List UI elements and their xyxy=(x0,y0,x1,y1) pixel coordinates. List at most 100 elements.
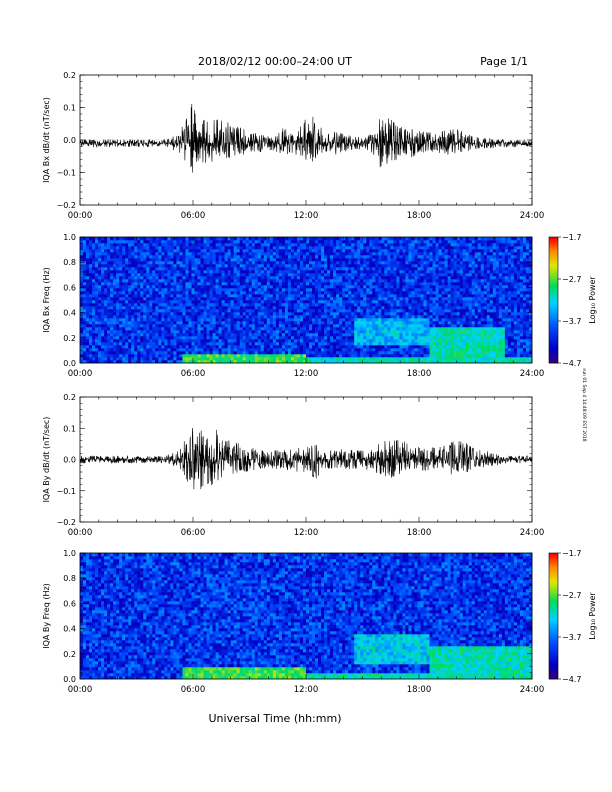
spectrogram-cell xyxy=(399,309,403,313)
spectrogram-cell xyxy=(251,339,256,343)
spectrogram-cell xyxy=(381,342,385,346)
spectrogram-cell xyxy=(387,345,391,349)
spectrogram-cell xyxy=(236,261,240,265)
spectrogram-cell xyxy=(224,351,228,355)
spectrogram-cell xyxy=(161,318,165,322)
spectrogram-cell xyxy=(333,309,337,313)
spectrogram-cell xyxy=(375,300,379,304)
spectrogram-cell xyxy=(354,258,358,262)
spectrogram-cell xyxy=(287,264,292,268)
spectrogram-cell xyxy=(131,333,135,337)
spectrogram-cell xyxy=(420,264,424,268)
spectrogram-cell xyxy=(357,237,361,241)
spectrogram-cell xyxy=(92,297,96,301)
spectrogram-cell xyxy=(369,360,373,364)
spectrogram-cell xyxy=(360,243,364,247)
spectrogram-cell xyxy=(245,360,250,364)
spectrogram-cell xyxy=(146,285,150,289)
spectrogram-cell xyxy=(408,315,412,319)
spectrogram-cell xyxy=(152,336,156,340)
spectrogram-cell xyxy=(357,264,361,268)
spectrogram-cell xyxy=(266,297,271,301)
spectrogram-cell xyxy=(140,240,144,244)
spectrogram-cell xyxy=(405,303,409,307)
spectrogram-cell xyxy=(372,252,376,256)
spectrogram-cell xyxy=(321,303,325,307)
spectrogram-cell xyxy=(306,243,310,247)
spectrogram-cell xyxy=(339,282,343,286)
spectrogram-cell xyxy=(170,354,174,358)
spectrogram-cell xyxy=(131,249,135,253)
spectrogram-cell xyxy=(215,291,219,295)
spectrogram-cell xyxy=(275,264,280,268)
spectrogram-cell xyxy=(420,279,424,283)
spectrogram-cell xyxy=(339,276,343,280)
spectrogram-cell xyxy=(137,315,141,319)
spectrogram-cell xyxy=(224,354,228,358)
spectrogram-cell xyxy=(357,285,361,289)
spectrogram-cell xyxy=(89,294,93,298)
spectrogram-cell xyxy=(393,279,397,283)
spectrogram-cell xyxy=(134,291,138,295)
spectrogram-cell xyxy=(182,255,186,259)
spectrogram-cell xyxy=(179,246,183,250)
spectrogram-cell xyxy=(324,249,328,253)
spectrogram-cell xyxy=(110,291,114,295)
spectrogram-cell xyxy=(92,294,96,298)
spectrogram-cell xyxy=(128,264,132,268)
spectrogram-cell xyxy=(312,264,316,268)
spectrogram-cell xyxy=(266,306,271,310)
spectrogram-cell xyxy=(330,357,334,361)
spectrogram-cell xyxy=(345,351,349,355)
spectrogram-cell xyxy=(173,315,177,319)
spectrogram-cell xyxy=(284,309,289,313)
page-indicator: Page 1/1 xyxy=(480,55,528,68)
spectrogram-cell xyxy=(131,285,135,289)
spectrogram-cell xyxy=(360,294,364,298)
spectrogram-cell xyxy=(354,327,358,331)
spectrogram-cell xyxy=(321,279,325,283)
spectrogram-cell xyxy=(423,315,427,319)
spectrogram-cell xyxy=(366,339,370,343)
spectrogram-cell xyxy=(402,294,406,298)
spectrogram-cell xyxy=(321,354,325,358)
spectrogram-cell xyxy=(80,291,84,295)
spectrogram-cell xyxy=(363,285,367,289)
spectrogram-cell xyxy=(284,348,289,352)
spectrogram-cell xyxy=(260,348,265,352)
spectrogram-cell xyxy=(333,258,337,262)
spectrogram-cell xyxy=(173,321,177,325)
spectrogram-cell xyxy=(260,333,265,337)
spectrogram-cell xyxy=(333,360,337,364)
spectrogram-cell xyxy=(185,330,189,334)
spectrogram-cell xyxy=(143,291,147,295)
spectrogram-cell xyxy=(399,279,403,283)
spectrogram-cell xyxy=(158,246,162,250)
spectrogram-cell xyxy=(260,285,265,289)
spectrogram-cell xyxy=(357,345,361,349)
spectrogram-cell xyxy=(312,246,316,250)
spectrogram-cell xyxy=(312,342,316,346)
spectrogram-cell xyxy=(137,342,141,346)
spectrogram-cell xyxy=(318,348,322,352)
spectrogram-cell xyxy=(321,294,325,298)
spectrogram-cell xyxy=(257,261,262,265)
spectrogram-cell xyxy=(155,357,159,361)
spectrogram-cell xyxy=(236,324,240,328)
spectrogram-cell xyxy=(366,309,370,313)
spectrogram-cell xyxy=(143,264,147,268)
spectrogram-cell xyxy=(287,342,292,346)
spectrogram-cell xyxy=(381,252,385,256)
spectrogram-cell xyxy=(122,315,126,319)
spectrogram-cell xyxy=(227,279,231,283)
spectrogram-cell xyxy=(321,351,325,355)
spectrogram-cell xyxy=(384,294,388,298)
spectrogram-cell xyxy=(414,333,418,337)
spectrogram-cell xyxy=(83,315,87,319)
spectrogram-cell xyxy=(312,237,316,241)
spectrogram-cell xyxy=(113,291,117,295)
spectrogram-cell xyxy=(426,249,430,253)
spectrogram-cell xyxy=(119,246,123,250)
spectrogram-cell xyxy=(306,273,310,277)
spectrogram-cell xyxy=(399,291,403,295)
